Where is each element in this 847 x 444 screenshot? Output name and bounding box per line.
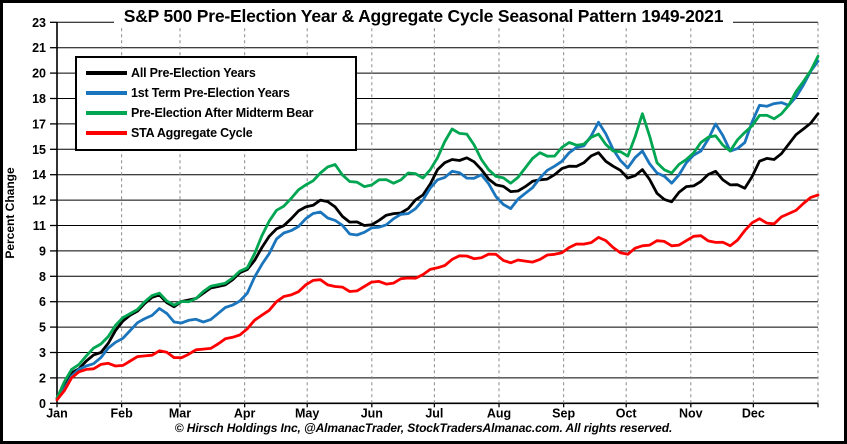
y-tick-label: 15 <box>32 143 46 157</box>
y-tick-label: 20 <box>32 67 46 81</box>
y-tick-label: 12 <box>32 194 46 208</box>
x-tick-label: Jul <box>425 407 443 421</box>
y-tick-label: 0 <box>39 397 46 411</box>
x-tick-label: Jan <box>46 407 68 421</box>
legend-label: 1st Term Pre-Election Years <box>131 86 290 100</box>
legend-line-black <box>86 71 127 75</box>
legend-label: STA Aggregate Cycle <box>131 126 253 140</box>
y-tick-label: 3 <box>39 346 46 360</box>
x-tick-label: Apr <box>234 407 256 421</box>
legend-item-first-term: 1st Term Pre-Election Years <box>86 83 355 103</box>
x-tick-label: Aug <box>487 407 511 421</box>
y-tick-label: 14 <box>32 168 46 182</box>
x-tick-label: Mar <box>169 407 191 421</box>
x-tick-label: Sep <box>552 407 575 421</box>
x-tick-label: Dec <box>742 407 765 421</box>
x-tick-label: Jun <box>361 407 383 421</box>
y-tick-label: 17 <box>32 117 46 131</box>
legend-item-all-pre-election: All Pre-Election Years <box>86 63 355 83</box>
series-line-1st-term-pre-election-years <box>55 59 820 400</box>
x-tick-label: Oct <box>616 407 638 421</box>
x-tick-label: Feb <box>111 407 134 421</box>
series-line-pre-election-after-midterm-bear <box>55 54 820 400</box>
y-tick-label: 23 <box>32 16 46 30</box>
legend-item-sta-aggregate: STA Aggregate Cycle <box>86 123 355 143</box>
y-tick-label: 6 <box>39 295 46 309</box>
y-axis-title: Percent Change <box>3 167 17 259</box>
y-tick-label: 11 <box>33 219 46 233</box>
series-line-sta-aggregate-cycle <box>55 193 820 402</box>
y-tick-label: 18 <box>32 92 46 106</box>
legend-line-blue <box>86 91 127 95</box>
y-tick-label: 5 <box>39 321 46 335</box>
y-tick-label: 9 <box>39 244 46 258</box>
legend-item-after-midterm-bear: Pre-Election After Midterm Bear <box>86 103 355 123</box>
legend-label: All Pre-Election Years <box>131 66 256 80</box>
y-tick-label: 21 <box>32 41 46 55</box>
legend: All Pre-Election Years 1st Term Pre-Elec… <box>75 56 357 151</box>
y-tick-label: 2 <box>39 371 46 385</box>
x-tick-label: May <box>295 407 319 421</box>
copyright-footer: © Hirsch Holdings Inc, @AlmanacTrader, S… <box>174 421 673 435</box>
legend-line-green <box>86 111 127 115</box>
y-tick-label: 8 <box>39 270 46 284</box>
x-tick-label: Nov <box>679 407 703 421</box>
legend-line-red <box>86 131 127 135</box>
legend-label: Pre-Election After Midterm Bear <box>131 106 314 120</box>
